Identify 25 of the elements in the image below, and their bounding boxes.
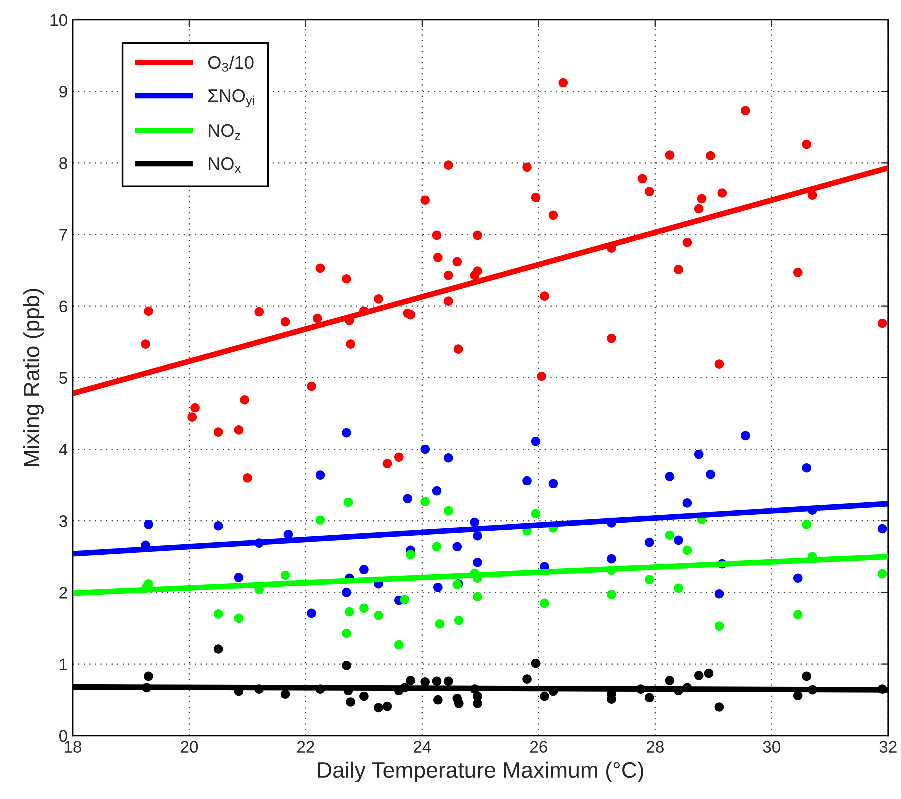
x-tick-label: 26 <box>530 741 548 753</box>
x-axis-title: Daily Temperature Maximum (°C) <box>318 762 644 783</box>
x-tick-label: 24 <box>414 741 432 753</box>
y-tick-label: 10 <box>50 14 68 26</box>
x-tick-label: 32 <box>880 741 897 753</box>
y-tick-label: 8 <box>60 158 68 170</box>
y-tick-label: 9 <box>60 86 68 98</box>
legend-label: ΣNO$_{yi}$ <box>208 89 254 108</box>
y-tick-label: 4 <box>59 444 68 456</box>
x-tick-label: 30 <box>763 741 781 753</box>
x-tick-label: 20 <box>181 741 198 753</box>
legend-label: NO$_{x}$ <box>209 158 242 173</box>
y-tick-label: 1 <box>60 658 68 670</box>
x-tick-label: 18 <box>64 741 82 753</box>
y-tick-label: 5 <box>60 372 68 384</box>
y-tick-label: 7 <box>60 229 68 241</box>
y-tick-label: 3 <box>59 516 68 528</box>
x-tick-label: 22 <box>298 741 314 753</box>
y-tick-label: 2 <box>60 587 68 599</box>
y-tick-label: 6 <box>60 300 68 313</box>
x-tick-label: 28 <box>646 741 664 753</box>
y-tick-label: 0 <box>60 730 68 742</box>
legend-label: NO$_{z}$ <box>209 124 241 140</box>
y-axis-title: Mixing Ratio (ppb) <box>23 289 44 466</box>
legend-label: O$_{3}$/10 <box>208 56 254 72</box>
